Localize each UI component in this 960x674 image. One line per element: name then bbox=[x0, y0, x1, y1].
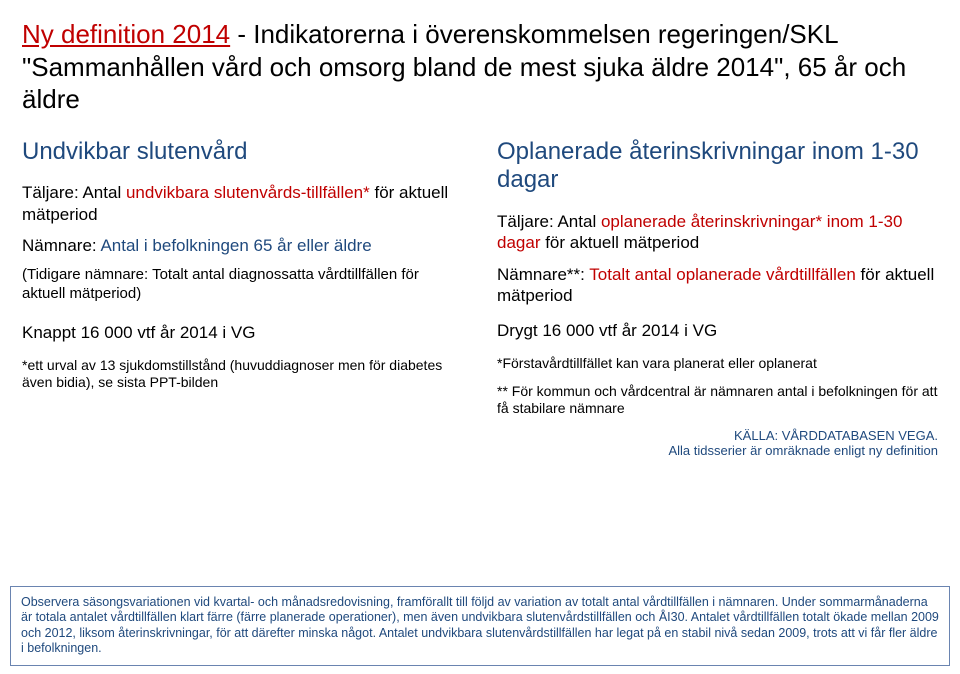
slide: Ny definition 2014 - Indikatorerna i öve… bbox=[0, 0, 960, 674]
source-block: KÄLLA: VÅRDDATABASEN VEGA. Alla tidsseri… bbox=[497, 428, 938, 459]
left-p1-b: undvikbara slutenvårds-tillfällen* bbox=[126, 183, 370, 202]
right-column: Oplanerade återinskrivningar inom 1-30 d… bbox=[497, 138, 938, 460]
page-title: Ny definition 2014 - Indikatorerna i öve… bbox=[22, 18, 938, 116]
right-p2: Nämnare**: Totalt antal oplanerade vårdt… bbox=[497, 264, 938, 307]
left-p2-a: Nämnare: bbox=[22, 236, 100, 255]
right-p2-b: Totalt antal oplanerade vårdtillfällen bbox=[589, 265, 856, 284]
left-p2-b: Antal i befolkningen 65 år eller äldre bbox=[100, 236, 371, 255]
left-body: Täljare: Antal undvikbara slutenvårds-ti… bbox=[22, 182, 463, 392]
left-p1-a: Täljare: Antal bbox=[22, 183, 126, 202]
right-body: Täljare: Antal oplanerade återinskrivnin… bbox=[497, 211, 938, 459]
right-p3: Drygt 16 000 vtf år 2014 i VG bbox=[497, 320, 938, 341]
right-p1-a: Täljare: Antal bbox=[497, 212, 601, 231]
source-line-1: KÄLLA: VÅRDDATABASEN VEGA. bbox=[497, 428, 938, 444]
left-p5: *ett urval av 13 sjukdomstillstånd (huvu… bbox=[22, 357, 463, 392]
right-p2-a: Nämnare**: bbox=[497, 265, 589, 284]
footer-note: Observera säsongsvariationen vid kvartal… bbox=[10, 586, 950, 667]
right-p4: *Förstavårdtillfället kan vara planerat … bbox=[497, 355, 938, 373]
right-heading: Oplanerade återinskrivningar inom 1-30 d… bbox=[497, 138, 938, 196]
right-p5: ** För kommun och vårdcentral är nämnare… bbox=[497, 383, 938, 418]
columns: Undvikbar slutenvård Täljare: Antal undv… bbox=[22, 138, 938, 460]
left-p4: Knappt 16 000 vtf år 2014 i VG bbox=[22, 322, 463, 343]
left-p2: Nämnare: Antal i befolkningen 65 år elle… bbox=[22, 235, 463, 256]
left-column: Undvikbar slutenvård Täljare: Antal undv… bbox=[22, 138, 463, 460]
left-p1: Täljare: Antal undvikbara slutenvårds-ti… bbox=[22, 182, 463, 225]
left-p3: (Tidigare nämnare: Totalt antal diagnoss… bbox=[22, 266, 463, 304]
left-heading: Undvikbar slutenvård bbox=[22, 138, 463, 167]
title-highlight: Ny definition 2014 bbox=[22, 19, 230, 49]
right-p1-c: för aktuell mätperiod bbox=[540, 233, 699, 252]
right-p1: Täljare: Antal oplanerade återinskrivnin… bbox=[497, 211, 938, 254]
source-line-2: Alla tidsserier är omräknade enligt ny d… bbox=[497, 443, 938, 459]
